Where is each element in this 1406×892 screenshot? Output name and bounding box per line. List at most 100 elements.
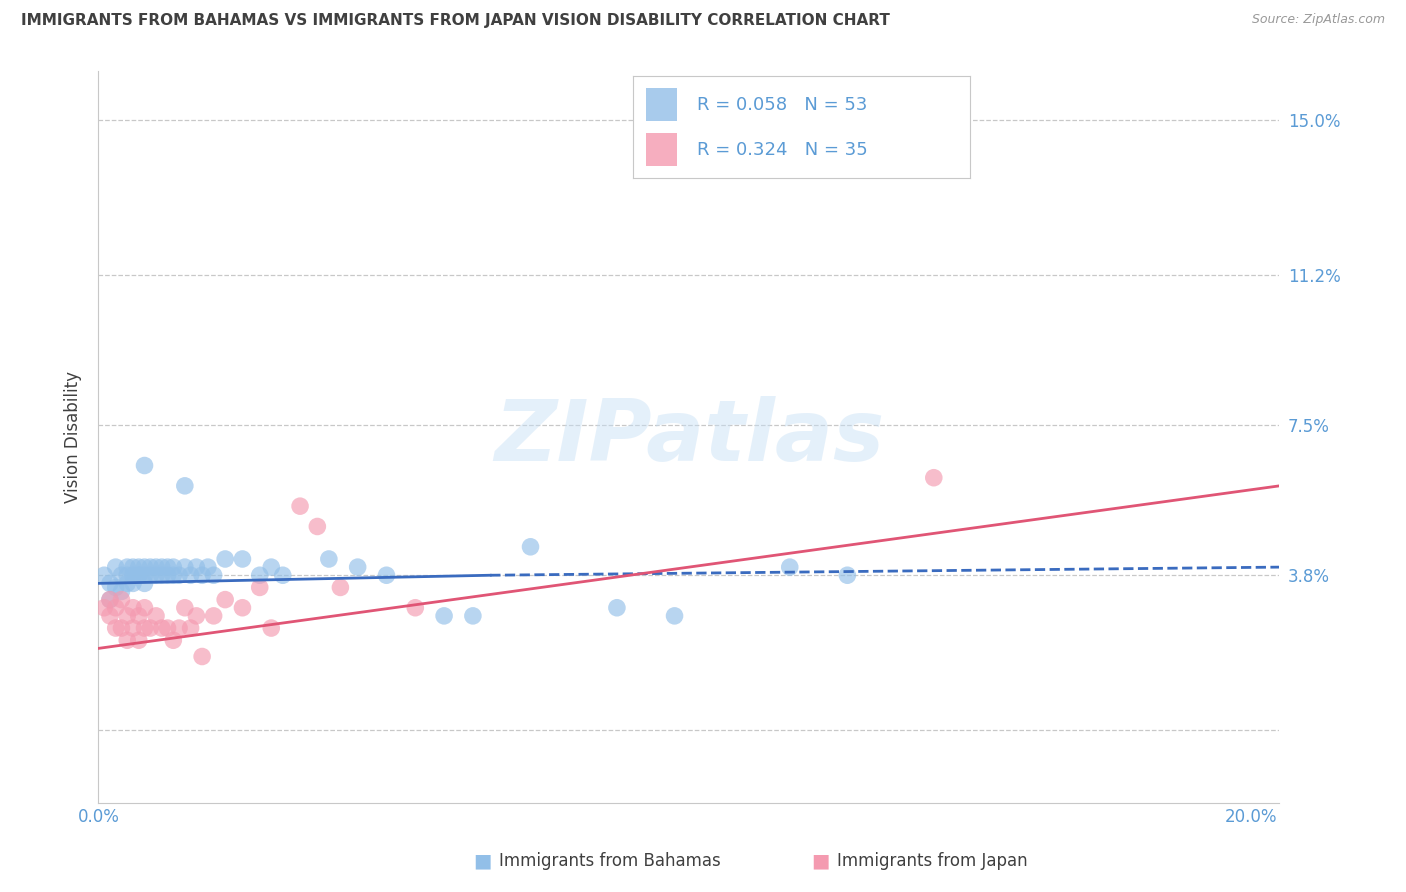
Point [664, 608, 686, 623]
Text: Source: ZipAtlas.com: Source: ZipAtlas.com [1251, 13, 1385, 27]
Point [128, 633, 150, 648]
Point [519, 540, 541, 554]
Point [134, 458, 156, 473]
Point [329, 581, 352, 595]
Point [98, 576, 121, 591]
Text: R = 0.324   N = 35: R = 0.324 N = 35 [697, 141, 868, 159]
Point [156, 568, 179, 582]
Point [167, 621, 190, 635]
Point [139, 621, 162, 635]
Point [837, 568, 859, 582]
Point [173, 600, 195, 615]
Point [249, 568, 271, 582]
Point [134, 576, 156, 591]
Point [606, 600, 628, 615]
Point [191, 568, 214, 582]
Point [162, 633, 184, 648]
Text: Immigrants from Japan: Immigrants from Japan [837, 852, 1028, 870]
Bar [647, 88, 676, 121]
Text: R = 0.058   N = 53: R = 0.058 N = 53 [697, 95, 868, 113]
Point [167, 568, 190, 582]
Point [249, 581, 271, 595]
Point [145, 608, 167, 623]
Point [162, 560, 184, 574]
Point [162, 568, 184, 582]
Point [122, 576, 145, 591]
Point [115, 576, 138, 591]
Point [271, 568, 294, 582]
Point [346, 560, 368, 574]
Point [104, 621, 127, 635]
Point [150, 621, 173, 635]
Point [156, 560, 179, 574]
Point [93, 568, 115, 582]
Point [404, 600, 426, 615]
Point [104, 560, 127, 574]
Point [202, 608, 225, 623]
Point [186, 608, 208, 623]
Point [110, 592, 132, 607]
Point [110, 621, 132, 635]
Point [180, 568, 202, 582]
Point [110, 568, 132, 582]
Point [197, 560, 219, 574]
Point [104, 581, 127, 595]
Text: Immigrants from Bahamas: Immigrants from Bahamas [499, 852, 721, 870]
Point [260, 621, 283, 635]
Point [128, 568, 150, 582]
Point [145, 560, 167, 574]
Point [98, 592, 121, 607]
Point [104, 600, 127, 615]
Point [134, 600, 156, 615]
Point [150, 560, 173, 574]
Point [307, 519, 329, 533]
Point [173, 479, 195, 493]
Point [115, 633, 138, 648]
Point [134, 560, 156, 574]
Point [128, 568, 150, 582]
Point [375, 568, 398, 582]
Text: ■: ■ [474, 851, 492, 871]
Point [156, 621, 179, 635]
Point [214, 592, 236, 607]
Point [231, 600, 253, 615]
Point [98, 592, 121, 607]
Point [260, 560, 283, 574]
Y-axis label: Vision Disability: Vision Disability [65, 371, 83, 503]
Point [231, 552, 253, 566]
Point [139, 560, 162, 574]
Point [122, 600, 145, 615]
Point [110, 584, 132, 599]
Point [214, 552, 236, 566]
Point [98, 608, 121, 623]
Bar [647, 133, 676, 166]
Point [115, 608, 138, 623]
Point [433, 608, 456, 623]
Point [288, 499, 311, 513]
Point [173, 560, 195, 574]
Point [145, 568, 167, 582]
Text: ZIPatlas: ZIPatlas [494, 395, 884, 479]
Point [191, 649, 214, 664]
Point [922, 471, 945, 485]
Point [115, 568, 138, 582]
Point [186, 560, 208, 574]
Point [122, 621, 145, 635]
Point [115, 560, 138, 574]
Point [202, 568, 225, 582]
Point [180, 621, 202, 635]
Point [461, 608, 484, 623]
Point [122, 568, 145, 582]
Text: IMMIGRANTS FROM BAHAMAS VS IMMIGRANTS FROM JAPAN VISION DISABILITY CORRELATION C: IMMIGRANTS FROM BAHAMAS VS IMMIGRANTS FR… [21, 13, 890, 29]
Point [93, 600, 115, 615]
Text: ■: ■ [811, 851, 830, 871]
Point [134, 568, 156, 582]
Point [150, 568, 173, 582]
Point [139, 568, 162, 582]
Point [128, 560, 150, 574]
Point [318, 552, 340, 566]
Point [122, 560, 145, 574]
Point [779, 560, 801, 574]
Point [128, 608, 150, 623]
Point [134, 621, 156, 635]
